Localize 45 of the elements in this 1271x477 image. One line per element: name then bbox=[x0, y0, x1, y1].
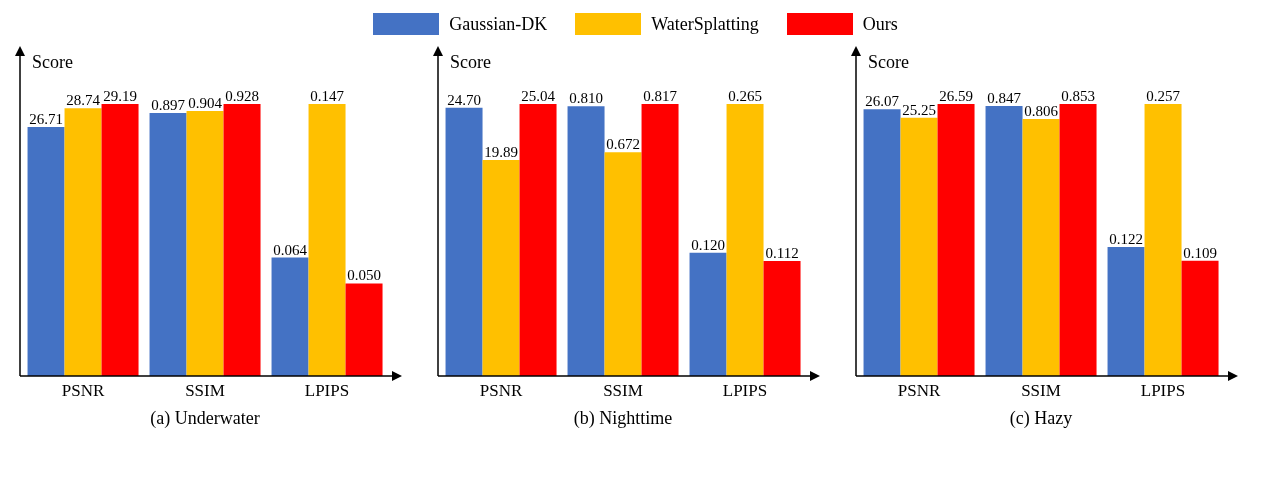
x-tick-label: SSIM bbox=[185, 381, 225, 401]
data-label: 25.04 bbox=[521, 88, 556, 104]
y-axis-title: Score bbox=[450, 52, 491, 73]
data-label: 0.064 bbox=[273, 241, 308, 258]
data-label: 0.147 bbox=[310, 88, 345, 104]
data-label: 0.672 bbox=[606, 136, 640, 153]
data-label: 24.70 bbox=[447, 91, 481, 108]
data-label: 0.122 bbox=[1109, 230, 1143, 247]
data-label: 0.847 bbox=[987, 89, 1022, 106]
data-label: 0.928 bbox=[225, 88, 259, 104]
data-label: 28.74 bbox=[66, 92, 101, 109]
data-label: 0.904 bbox=[188, 95, 223, 112]
x-axis-title: (b) Nighttime bbox=[572, 408, 674, 429]
data-label: 0.853 bbox=[1061, 88, 1095, 104]
data-label: 0.120 bbox=[691, 236, 725, 253]
x-tick-label: SSIM bbox=[1021, 381, 1061, 401]
data-label: 29.19 bbox=[103, 88, 137, 104]
x-tick-label: PSNR bbox=[479, 381, 523, 401]
x-tick-label: LPIPS bbox=[722, 381, 768, 401]
data-label: 0.265 bbox=[728, 88, 762, 104]
x-axis-title: (a) Underwater bbox=[149, 408, 261, 429]
data-label: 25.25 bbox=[902, 101, 936, 118]
x-tick-label: PSNR bbox=[61, 381, 105, 401]
x-tick-label: PSNR bbox=[897, 381, 941, 401]
legend-label: Gaussian-DK bbox=[449, 13, 548, 35]
x-tick-label: LPIPS bbox=[1140, 381, 1186, 401]
x-axis-title: (c) Hazy bbox=[1008, 408, 1074, 429]
y-axis-title: Score bbox=[868, 52, 909, 73]
data-label: 0.112 bbox=[765, 245, 799, 262]
data-label: 0.806 bbox=[1024, 102, 1059, 119]
data-label: 0.810 bbox=[569, 90, 603, 107]
data-label: 0.817 bbox=[643, 88, 678, 104]
legend-label: WaterSplatting bbox=[651, 13, 759, 35]
data-label: 19.89 bbox=[484, 143, 518, 160]
data-label: 26.07 bbox=[865, 93, 900, 110]
data-label: 0.897 bbox=[151, 97, 186, 114]
x-tick-label: LPIPS bbox=[304, 381, 350, 401]
data-label: 0.109 bbox=[1183, 244, 1217, 261]
x-tick-label: SSIM bbox=[603, 381, 643, 401]
data-label: 26.59 bbox=[939, 88, 973, 104]
y-axis-title: Score bbox=[32, 52, 73, 73]
legend-label: Ours bbox=[862, 13, 898, 35]
data-label: 26.71 bbox=[29, 111, 63, 128]
data-label: 0.257 bbox=[1146, 88, 1181, 104]
data-label: 0.050 bbox=[347, 267, 381, 284]
